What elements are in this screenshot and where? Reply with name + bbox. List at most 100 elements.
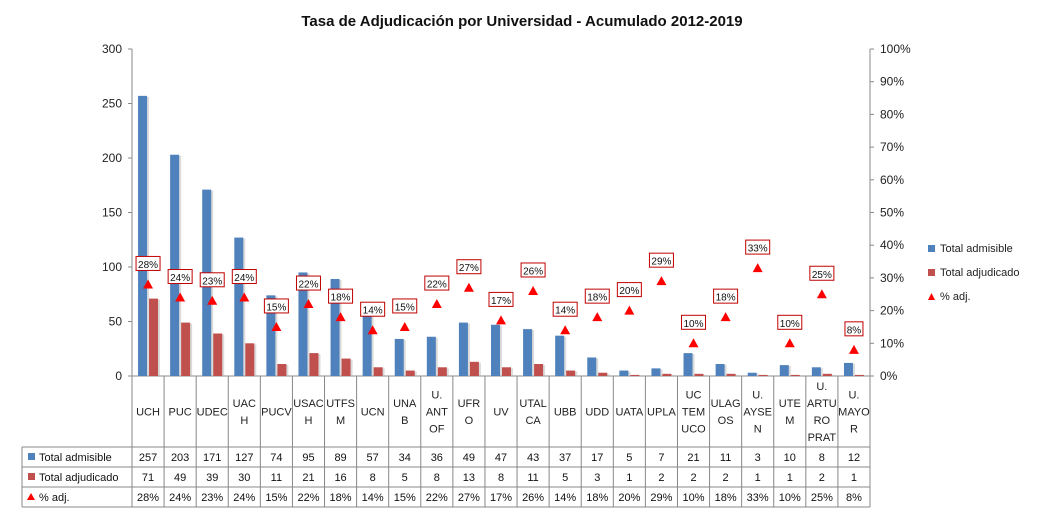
category-label: RO — [814, 415, 831, 427]
legend-key — [928, 269, 935, 276]
bar-total-admisible — [362, 313, 372, 376]
table-cell: 74 — [270, 452, 282, 464]
pct-marker — [175, 292, 186, 302]
pct-marker — [656, 276, 667, 286]
pct-label-box — [135, 255, 161, 271]
table-cell: 12 — [848, 452, 860, 464]
pct-data-label: 22% — [298, 280, 318, 291]
table-cell: 15% — [394, 492, 416, 504]
pct-label-box — [295, 275, 321, 291]
pct-label-box — [648, 252, 674, 268]
pct-data-label: 18% — [716, 293, 736, 304]
category-label: N — [754, 424, 762, 436]
left-tick-label: 250 — [102, 97, 122, 111]
category-label: UCH — [136, 407, 160, 419]
bar-total-admisible — [811, 367, 821, 376]
data-table: Total admisible 257 203 171 127 74 95 89 57 34 36 4… — [21, 446, 870, 508]
pct-data-label: 28% — [138, 260, 158, 271]
left-tick-label: 150 — [102, 206, 122, 220]
table-cell: 8 — [819, 452, 825, 464]
table-cell: 21 — [302, 472, 314, 484]
left-tick-label: 200 — [102, 151, 122, 165]
pct-marker — [816, 289, 827, 299]
pct-marker — [207, 295, 218, 305]
table-cell: 22% — [426, 492, 448, 504]
table-cell: 49 — [174, 472, 186, 484]
pct-label-box — [488, 291, 514, 307]
pct-data-label: 10% — [684, 319, 704, 330]
table-row-header: Total adjudicado — [39, 472, 119, 484]
bar-total-admisible — [491, 324, 500, 376]
table-cell: 15% — [265, 492, 287, 504]
pct-marker — [688, 338, 699, 348]
right-tick-label: 70% — [880, 140, 904, 154]
category-label: USAC — [293, 398, 324, 410]
legend-label: % adj. — [940, 291, 971, 303]
bar-total-admisible — [426, 336, 436, 376]
bar-total-adjudicado — [213, 333, 223, 376]
table-cell: 8 — [370, 472, 376, 484]
table-cell: 1 — [851, 472, 857, 484]
bar-total-adjudicado — [726, 373, 736, 376]
category-label: PUC — [169, 407, 192, 419]
table-legend-key — [28, 453, 35, 460]
table-cell: 47 — [495, 452, 507, 464]
category-label: M — [785, 415, 794, 427]
right-tick-label: 0% — [880, 369, 898, 383]
bar-total-adjudicado — [662, 373, 672, 376]
category-label: U. — [431, 390, 442, 402]
table-cell: 171 — [203, 452, 221, 464]
table-cell: 49 — [463, 452, 475, 464]
category-label: H — [305, 415, 313, 427]
pct-label-box — [424, 275, 450, 291]
category-label: UDD — [585, 407, 609, 419]
table-cell: 8% — [846, 492, 862, 504]
pct-data-label: 24% — [170, 273, 190, 284]
bar-total-admisible — [587, 357, 597, 376]
category-label: H — [240, 415, 248, 427]
pct-label-box — [360, 301, 386, 317]
pct-marker — [560, 325, 571, 335]
bar-total-adjudicado — [373, 367, 383, 376]
right-tick-label: 60% — [880, 173, 904, 187]
bar-total-adjudicado — [854, 374, 864, 376]
category-label: ANT — [426, 407, 448, 419]
pct-marker — [528, 285, 539, 295]
right-tick-label: 40% — [880, 238, 904, 252]
table-cell: 10% — [779, 492, 801, 504]
table-cell: 127 — [235, 452, 253, 464]
axes: 0 50 100 150 200 250 300 0% 10% 20% 30% 40% 50% 60% 70… — [102, 42, 911, 383]
category-label: R — [850, 424, 858, 436]
bar-total-adjudicado — [309, 353, 319, 376]
pct-label-box — [231, 269, 257, 285]
pct-data-label: 23% — [202, 276, 222, 287]
table-cell: 33% — [747, 492, 769, 504]
bar-total-adjudicado — [277, 364, 287, 376]
table-cell: 21 — [687, 452, 699, 464]
bar-total-admisible — [843, 362, 853, 376]
table-cell: 203 — [171, 452, 189, 464]
pct-label-box — [456, 259, 482, 275]
category-label: U. — [752, 390, 763, 402]
table-cell: 30 — [238, 472, 250, 484]
bar-total-admisible — [458, 322, 468, 376]
bar-total-admisible — [266, 295, 276, 376]
table-cell: 18% — [715, 492, 737, 504]
category-label: PRAT — [808, 432, 837, 444]
pct-marker — [592, 312, 603, 322]
bar-total-adjudicado — [758, 374, 768, 376]
table-cell: 43 — [527, 452, 539, 464]
pct-marker — [431, 299, 442, 309]
table-cell: 34 — [399, 452, 411, 464]
category-label: M — [336, 415, 345, 427]
pct-label-box — [328, 288, 354, 304]
category-label: UC — [686, 390, 702, 402]
bar-total-admisible — [138, 95, 148, 377]
table-cell: 29% — [650, 492, 672, 504]
pct-data-label: 18% — [587, 293, 607, 304]
category-label: UAC — [233, 398, 256, 410]
category-label: UNA — [393, 398, 417, 410]
category-label: UV — [493, 407, 509, 419]
left-tick-label: 300 — [102, 42, 122, 56]
category-label: UATA — [615, 407, 643, 419]
